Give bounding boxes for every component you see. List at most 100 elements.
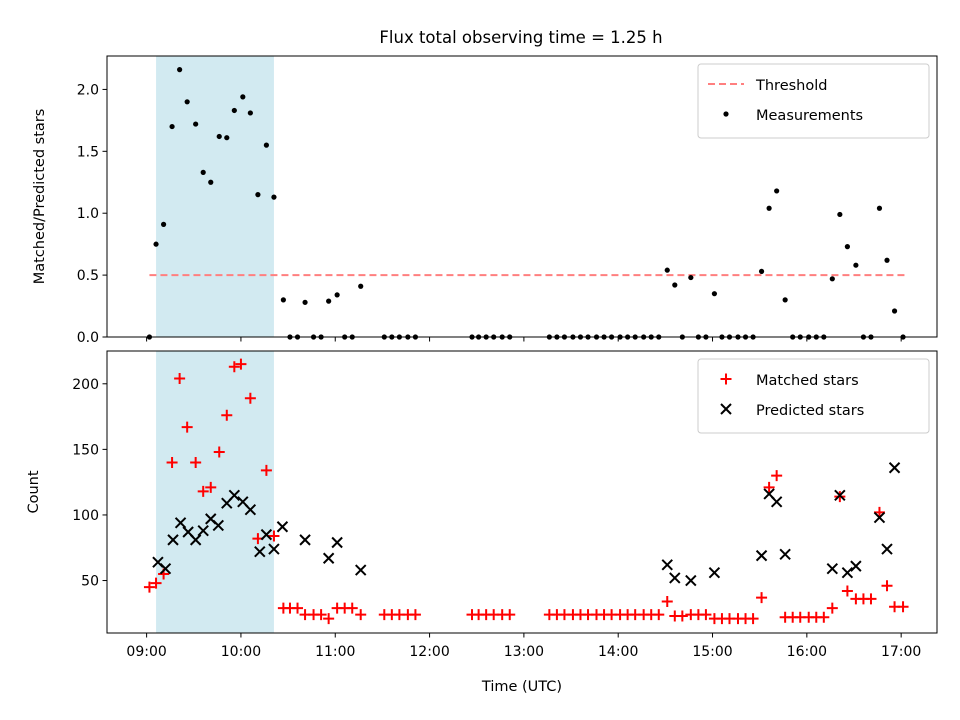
data-point bbox=[268, 543, 280, 555]
data-point bbox=[181, 421, 193, 433]
data-point bbox=[150, 577, 162, 589]
data-point bbox=[865, 593, 877, 605]
data-point bbox=[174, 373, 186, 385]
data-point bbox=[299, 534, 311, 546]
data-point bbox=[260, 464, 272, 476]
data-point bbox=[818, 611, 830, 623]
y-tick-label: 1.5 bbox=[77, 144, 99, 160]
data-point bbox=[763, 481, 775, 493]
legend-label: Threshold bbox=[755, 78, 827, 94]
data-point bbox=[224, 135, 230, 141]
data-point bbox=[331, 536, 343, 549]
data-point bbox=[672, 282, 678, 288]
data-point bbox=[159, 563, 172, 575]
data-point bbox=[193, 121, 199, 127]
data-point bbox=[231, 107, 237, 114]
x-tick-label: 14:00 bbox=[598, 644, 638, 660]
data-point bbox=[756, 592, 768, 604]
data-point bbox=[834, 489, 846, 501]
data-point bbox=[844, 244, 850, 250]
data-point bbox=[841, 566, 854, 579]
y-tick-label: 100 bbox=[72, 508, 99, 524]
data-point bbox=[700, 609, 712, 621]
y-tick-label: 200 bbox=[72, 377, 99, 393]
legend: Matched stars Predicted stars bbox=[697, 358, 930, 434]
legend-box bbox=[697, 358, 930, 434]
x-tick-label: 13:00 bbox=[504, 644, 544, 660]
series-measurements bbox=[146, 67, 906, 340]
data-point bbox=[302, 299, 308, 305]
data-point bbox=[167, 534, 179, 546]
data-point bbox=[160, 221, 167, 227]
data-point bbox=[153, 241, 159, 247]
data-point bbox=[235, 358, 247, 370]
data-point bbox=[213, 446, 225, 458]
data-point bbox=[254, 545, 266, 558]
data-point bbox=[661, 596, 673, 608]
data-point bbox=[782, 297, 788, 303]
x-tick-label: 15:00 bbox=[692, 644, 732, 660]
data-point bbox=[208, 179, 214, 185]
figure-title: Flux total observing time = 1.25 h bbox=[379, 28, 662, 47]
data-point bbox=[184, 99, 190, 105]
x-tick-label: 10:00 bbox=[221, 644, 261, 660]
data-point bbox=[212, 519, 225, 532]
y-axis-label: Matched/Predicted stars bbox=[32, 109, 48, 285]
data-point bbox=[688, 274, 694, 281]
panel-1: 0.0 0.5 1.0 1.5 2.0 Matched/Predicted stars Th… bbox=[32, 55, 938, 346]
y-tick-label: 2.0 bbox=[77, 82, 99, 98]
x-tick-label: 12:00 bbox=[409, 644, 449, 660]
data-point bbox=[876, 205, 883, 211]
data-point bbox=[747, 613, 759, 625]
data-point bbox=[409, 609, 421, 621]
data-point bbox=[770, 496, 783, 508]
data-point bbox=[771, 470, 783, 482]
y-tick-label: 50 bbox=[81, 574, 99, 590]
panel-2: 50 100 150 200 09:00 10:00 11:00 12:00 13:00 14:0… bbox=[26, 350, 938, 695]
data-point bbox=[174, 517, 187, 529]
plot-panels: 0.0 0.5 1.0 1.5 2.0 Matched/Predicted stars Th… bbox=[26, 55, 938, 695]
data-point bbox=[676, 610, 688, 622]
data-point bbox=[711, 291, 718, 297]
axes-frame bbox=[106, 55, 938, 338]
data-point bbox=[200, 169, 206, 175]
data-point bbox=[315, 609, 327, 621]
data-point bbox=[504, 609, 516, 621]
data-point bbox=[334, 292, 340, 298]
legend-marker bbox=[720, 403, 732, 415]
data-point bbox=[881, 580, 893, 592]
data-point bbox=[228, 361, 240, 373]
data-point bbox=[774, 188, 780, 194]
data-point bbox=[891, 308, 898, 314]
data-point bbox=[755, 549, 768, 562]
data-point bbox=[166, 456, 178, 468]
legend: Threshold Measurements bbox=[697, 63, 930, 139]
data-point bbox=[850, 560, 862, 572]
data-point bbox=[661, 559, 673, 571]
shaded-span bbox=[156, 56, 274, 337]
legend-label: Measurements bbox=[756, 108, 863, 124]
data-point bbox=[205, 481, 217, 493]
data-point bbox=[268, 530, 280, 542]
data-point bbox=[244, 392, 256, 404]
legend-label: Predicted stars bbox=[756, 403, 864, 419]
data-point bbox=[346, 602, 358, 614]
data-point bbox=[322, 552, 335, 564]
data-point bbox=[837, 211, 843, 218]
x-tick-label: 16:00 bbox=[787, 644, 827, 660]
data-point bbox=[355, 609, 367, 621]
data-point bbox=[826, 563, 839, 575]
y-tick-label: 0.5 bbox=[77, 268, 99, 284]
x-tick-label: 09:00 bbox=[126, 644, 166, 660]
x-axis-label: Time (UTC) bbox=[481, 679, 562, 695]
data-point bbox=[766, 205, 772, 211]
data-point bbox=[221, 409, 233, 421]
data-point bbox=[708, 566, 721, 579]
shaded-span bbox=[156, 351, 274, 633]
data-point bbox=[358, 283, 364, 289]
data-point bbox=[873, 511, 886, 524]
data-point bbox=[881, 543, 893, 555]
data-point bbox=[244, 503, 257, 516]
data-point bbox=[758, 268, 765, 274]
